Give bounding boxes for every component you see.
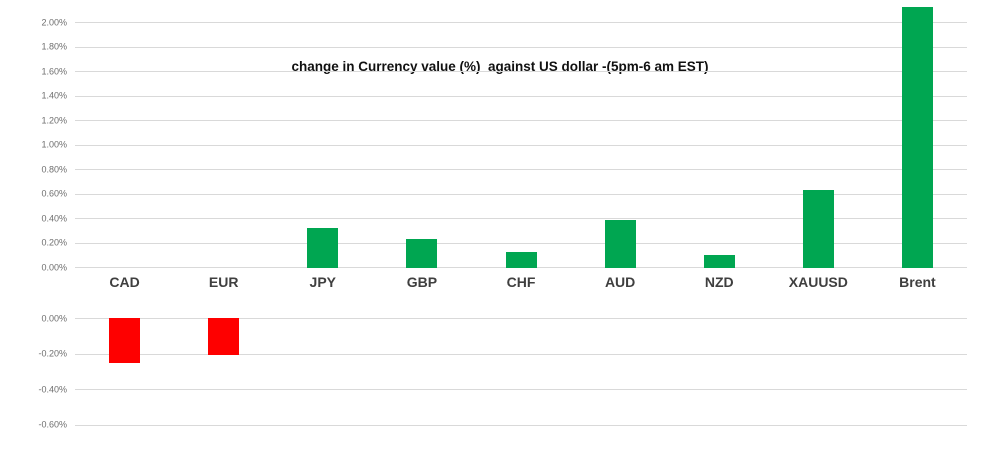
upper-axis-tick-label: 2.00% <box>41 17 67 27</box>
lower-gridline <box>75 318 967 319</box>
upper-axis-tick-label: 0.00% <box>41 262 67 272</box>
upper-axis-tick-label: 0.80% <box>41 164 67 174</box>
bar-aud <box>604 220 636 268</box>
bar-nzd <box>703 254 735 268</box>
upper-axis-tick-label: 0.60% <box>41 188 67 199</box>
bar-chf <box>505 252 537 268</box>
category-label-brent: Brent <box>899 274 936 290</box>
upper-gridline <box>75 22 967 23</box>
lower-axis-tick-label: -0.40% <box>38 384 67 394</box>
upper-axis-tick-label: 1.20% <box>41 115 67 125</box>
bar-eur <box>208 318 240 355</box>
upper-gridline <box>75 144 967 146</box>
category-label-eur: EUR <box>208 274 239 290</box>
upper-axis-tick-label: 1.00% <box>41 139 67 150</box>
upper-gridline <box>75 95 967 97</box>
upper-gridline <box>75 218 967 219</box>
bar-brent <box>901 7 933 268</box>
category-label-jpy: JPY <box>309 274 336 290</box>
bar-gbp <box>406 238 438 268</box>
upper-gridline <box>75 193 967 195</box>
upper-gridline <box>75 71 967 72</box>
category-label-chf: CHF <box>506 274 536 290</box>
upper-axis-tick-label: 1.40% <box>41 90 67 101</box>
upper-gridline <box>75 46 967 48</box>
lower-axis-tick-label: -0.20% <box>38 348 67 359</box>
lower-gridline <box>75 389 967 390</box>
lower-axis-tick-label: 0.00% <box>41 313 67 323</box>
chart-title: change in Currency value (%) against US … <box>286 58 714 76</box>
bar-xauusd <box>802 189 834 268</box>
category-label-cad: CAD <box>109 274 140 290</box>
lower-gridline <box>75 353 967 355</box>
lower-axis-tick-label: -0.60% <box>38 419 67 430</box>
upper-gridline <box>75 169 967 170</box>
upper-gridline <box>75 242 967 244</box>
category-label-xauusd: XAUUSD <box>788 274 848 290</box>
category-label-gbp: GBP <box>406 274 438 290</box>
lower-gridline <box>75 424 967 426</box>
upper-axis-tick-label: 0.20% <box>41 237 67 248</box>
upper-gridline <box>75 120 967 121</box>
category-label-aud: AUD <box>604 274 636 290</box>
upper-axis-tick-label: 1.60% <box>41 66 67 76</box>
upper-axis-tick-label: 0.40% <box>41 213 67 223</box>
category-label-nzd: NZD <box>704 274 734 290</box>
bar-cad <box>109 318 141 364</box>
bar-jpy <box>307 227 339 268</box>
upper-axis-tick-label: 1.80% <box>41 41 67 52</box>
